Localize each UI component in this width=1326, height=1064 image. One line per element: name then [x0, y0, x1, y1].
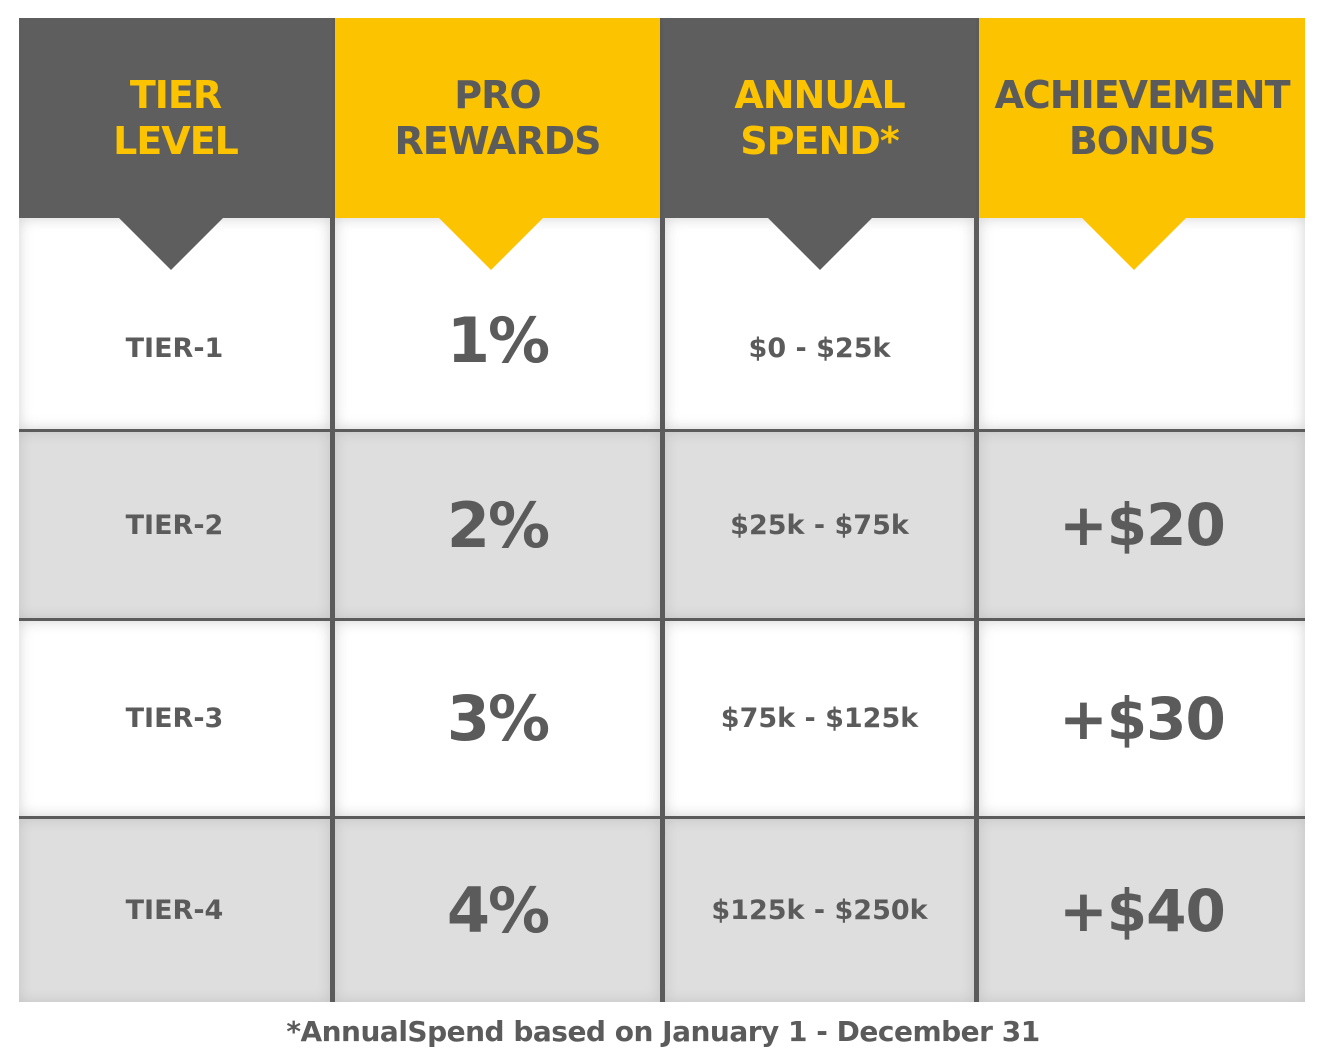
header-arrow-tier	[119, 218, 223, 270]
row-3-rewards-cell: 3%	[335, 621, 660, 816]
rewards-tier-table: TIER LEVEL PRO REWARDS ANNUAL SPEND* ACH…	[19, 18, 1305, 1002]
row-4-rewards: 4%	[446, 874, 550, 947]
header-arrow-rewards	[439, 218, 543, 270]
row-4-bonus-cell: +$40	[979, 819, 1305, 1002]
header-achievement-bonus-line2: BONUS	[1068, 119, 1216, 163]
row-1-tier: TIER-1	[125, 333, 224, 364]
row-2-spend: $25k - $75k	[730, 509, 909, 541]
row-4-spend-cell: $125k - $250k	[665, 819, 974, 1002]
row-2-tier-cell: TIER-2	[19, 432, 330, 618]
header-achievement-bonus-line1: ACHIEVEMENT	[994, 73, 1290, 117]
header-achievement-bonus: ACHIEVEMENT BONUS	[979, 18, 1305, 218]
row-1-spend: $0 - $25k	[748, 333, 891, 364]
row-3-bonus: +$30	[1059, 684, 1226, 753]
row-2-tier: TIER-2	[125, 509, 224, 541]
header-tier-level-line1: TIER	[129, 73, 222, 117]
row-4-rewards-cell: 4%	[335, 819, 660, 1002]
header-arrow-bonus	[1082, 218, 1186, 270]
header-tier-level: TIER LEVEL	[19, 18, 332, 218]
header-pro-rewards: PRO REWARDS	[335, 18, 660, 218]
row-2-rewards-cell: 2%	[335, 432, 660, 618]
header-pro-rewards-line2: REWARDS	[394, 119, 601, 163]
row-2-bonus: +$20	[1059, 491, 1226, 559]
row-4-bonus: +$40	[1059, 876, 1226, 945]
row-4-spend: $125k - $250k	[711, 895, 928, 926]
row-4-tier-cell: TIER-4	[19, 819, 330, 1002]
row-3-tier-cell: TIER-3	[19, 621, 330, 816]
header-annual-spend-line1: ANNUAL	[734, 73, 905, 117]
row-1-rewards-cell: 1%	[335, 218, 660, 429]
row-2-spend-cell: $25k - $75k	[665, 432, 974, 618]
footnote: *AnnualSpend based on January 1 - Decemb…	[286, 1015, 1040, 1048]
row-3-bonus-cell: +$30	[979, 621, 1305, 816]
row-4-tier: TIER-4	[125, 895, 224, 926]
row-1-rewards: 1%	[446, 304, 550, 377]
row-3-spend-cell: $75k - $125k	[665, 621, 974, 816]
row-2-rewards: 2%	[446, 488, 550, 562]
row-2-bonus-cell: +$20	[979, 432, 1305, 618]
header-annual-spend: ANNUAL SPEND*	[663, 18, 976, 218]
header-arrow-spend	[768, 218, 872, 270]
row-3-rewards: 3%	[446, 682, 550, 755]
header-annual-spend-line2: SPEND*	[740, 119, 899, 163]
header-pro-rewards-line1: PRO	[454, 73, 541, 117]
header-tier-level-line2: LEVEL	[113, 119, 239, 163]
row-3-tier: TIER-3	[125, 703, 224, 734]
row-3-spend: $75k - $125k	[720, 703, 919, 734]
